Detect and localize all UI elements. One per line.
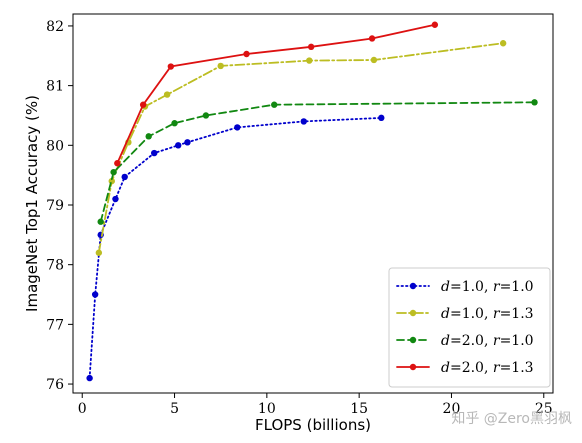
- legend-variable: r: [493, 279, 501, 295]
- legend-value: =1.0: [500, 279, 534, 295]
- y-axis-label: ImageNet Top1 Accuracy (%): [23, 95, 41, 312]
- legend-marker: [409, 309, 417, 317]
- legend-variable: r: [493, 306, 501, 322]
- data-point: [271, 101, 278, 108]
- legend-marker: [409, 336, 417, 344]
- legend-value: =1.0: [450, 279, 484, 295]
- data-point: [95, 249, 103, 256]
- legend-entry-label: d=2.0, r=1.0: [441, 333, 534, 349]
- legend-entry-label: d=1.0, r=1.0: [441, 279, 534, 295]
- x-tick-label: 15: [350, 401, 368, 417]
- legend-separator: ,: [484, 333, 493, 349]
- x-tick-label: 10: [258, 401, 276, 417]
- x-axis-label: FLOPS (billions): [255, 416, 371, 434]
- series-2: [97, 99, 538, 225]
- data-point: [499, 40, 507, 47]
- legend-variable: r: [493, 333, 501, 349]
- y-tick-label: 80: [46, 138, 64, 154]
- data-point: [175, 142, 182, 149]
- data-point: [97, 218, 104, 225]
- y-tick-label: 79: [46, 198, 64, 214]
- data-point: [300, 118, 307, 125]
- data-point: [531, 99, 538, 106]
- y-axis-ticks: 76 77 78 79 80 81 82: [46, 19, 73, 393]
- x-tick-label: 25: [535, 401, 553, 417]
- legend-value: =1.3: [500, 306, 534, 322]
- legend-value: =1.3: [500, 360, 534, 376]
- data-point: [202, 112, 210, 119]
- data-point: [91, 291, 99, 298]
- series-line: [88, 117, 383, 380]
- data-point: [121, 173, 128, 181]
- y-tick-label: 78: [46, 258, 64, 274]
- series-line: [97, 42, 505, 254]
- data-point: [370, 56, 378, 64]
- data-point: [163, 91, 171, 98]
- data-point: [114, 160, 121, 167]
- x-tick-label: 0: [78, 401, 87, 417]
- legend-value: =1.0: [500, 333, 534, 349]
- data-point: [171, 120, 178, 127]
- legend-variable: d: [441, 333, 450, 349]
- data-point: [184, 139, 191, 146]
- y-tick-label: 76: [46, 377, 64, 393]
- data-point: [368, 35, 376, 42]
- x-axis-ticks: 0 5 10 15 20 25: [78, 393, 553, 417]
- legend-entry-label: d=1.0, r=1.3: [441, 306, 534, 322]
- x-tick-label: 5: [170, 401, 179, 417]
- series-0: [86, 114, 385, 382]
- legend-variable: d: [441, 306, 450, 322]
- legend-separator: ,: [484, 306, 493, 322]
- legend-entry-label: d=2.0, r=1.3: [441, 360, 534, 376]
- y-tick-label: 77: [46, 317, 64, 333]
- data-point: [145, 133, 152, 140]
- data-point: [431, 21, 439, 28]
- legend-separator: ,: [484, 279, 493, 295]
- legend-marker: [409, 363, 417, 371]
- data-point: [151, 149, 158, 157]
- x-tick-label: 20: [443, 401, 461, 417]
- y-axis-label-group: ImageNet Top1 Accuracy (%): [23, 95, 41, 312]
- data-point: [306, 57, 313, 64]
- series-group: [86, 21, 538, 382]
- data-point: [243, 50, 250, 58]
- data-point: [234, 124, 241, 131]
- legend-separator: ,: [484, 360, 493, 376]
- legend-value: =1.0: [450, 306, 484, 322]
- y-tick-label: 81: [46, 79, 64, 95]
- watermark: 知乎 @Zero黑羽枫: [451, 410, 572, 427]
- series-1: [95, 40, 507, 256]
- legend-value: =2.0: [450, 360, 484, 376]
- data-point: [110, 168, 117, 176]
- series-3: [114, 21, 439, 167]
- data-point: [86, 374, 93, 382]
- series-line: [99, 101, 536, 223]
- legend-variable: d: [441, 279, 450, 295]
- plot-frame: [72, 13, 554, 394]
- y-tick-label: 82: [46, 19, 64, 35]
- legend-value: =2.0: [450, 333, 484, 349]
- data-point: [307, 43, 315, 51]
- data-point: [217, 62, 224, 70]
- legend-variable: r: [493, 360, 501, 376]
- data-point: [112, 195, 119, 203]
- legend-variable: d: [441, 360, 450, 376]
- legend: d=1.0, r=1.0d=1.0, r=1.3d=2.0, r=1.0d=2.…: [388, 267, 551, 388]
- data-point: [139, 101, 147, 108]
- legend-box: [388, 267, 551, 388]
- data-point: [378, 114, 385, 122]
- data-point: [167, 63, 175, 70]
- legend-marker: [409, 282, 417, 290]
